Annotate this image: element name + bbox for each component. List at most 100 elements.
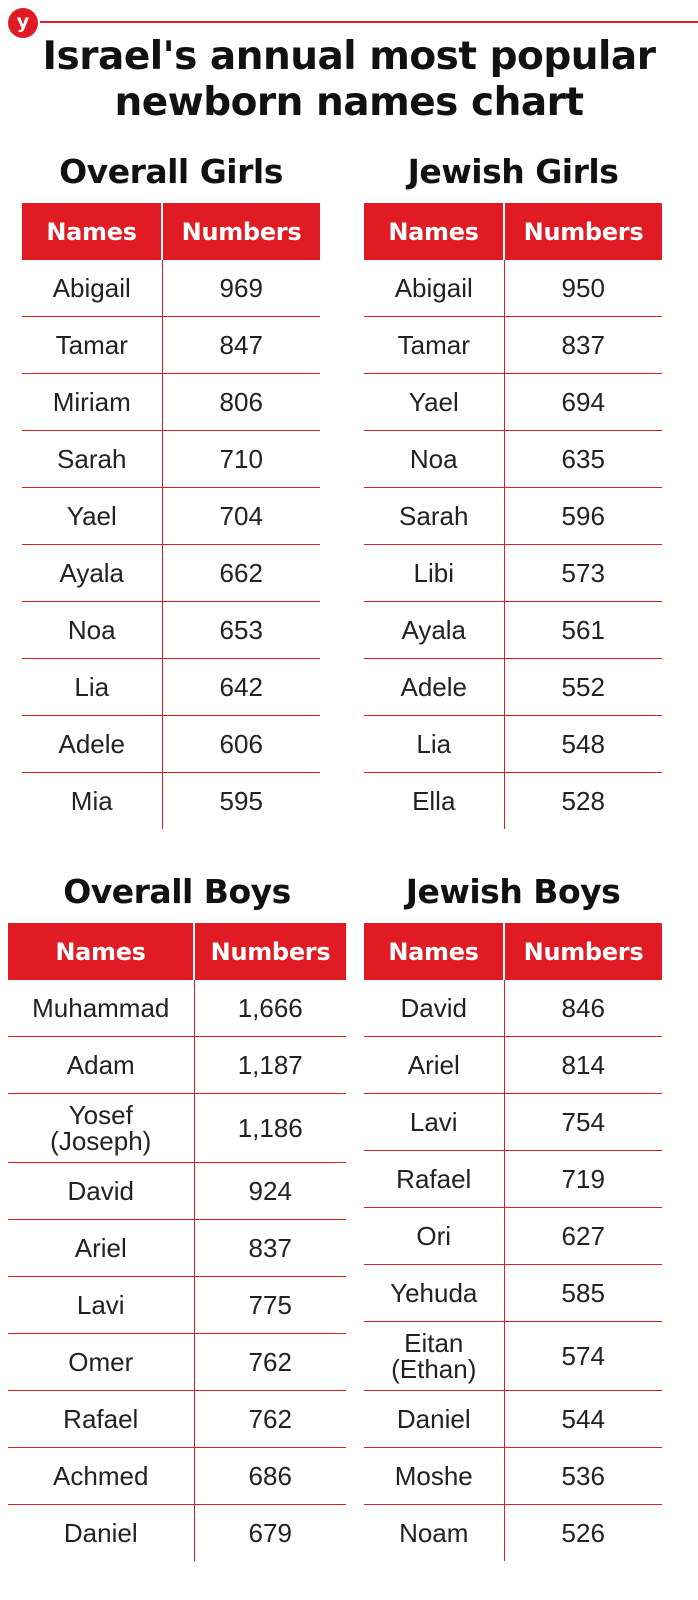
name-text-line-2: (Joseph) — [50, 1126, 152, 1156]
name-cell: David — [8, 1162, 194, 1220]
name-text: Lavi — [76, 1290, 125, 1320]
name-text: Ayala — [401, 615, 467, 645]
name-text: Miriam — [52, 387, 131, 417]
name-cell: Noa — [364, 430, 504, 488]
name-text: Abigail — [52, 273, 131, 303]
name-text: Ariel — [407, 1050, 460, 1080]
name-cell: Adele — [364, 658, 504, 716]
table-row: Yosef (Joseph) 1,186 — [8, 1093, 346, 1163]
number-cell: 969 — [161, 260, 320, 317]
table-row: David 924 — [8, 1162, 346, 1220]
table-row: Ayala 662 — [22, 544, 320, 602]
table-row: Adam 1,187 — [8, 1036, 346, 1094]
table-row: Achmed 686 — [8, 1447, 346, 1505]
name-cell: Muhammad — [8, 980, 194, 1037]
table-row: Noam 526 — [364, 1504, 662, 1562]
name-text: Rafael — [63, 1404, 139, 1434]
name-text: David — [400, 993, 467, 1023]
table-row: Eitan (Ethan) 574 — [364, 1321, 662, 1391]
name-cell: Eitan (Ethan) — [364, 1321, 504, 1391]
name-text: Rafael — [396, 1164, 472, 1194]
number-cell: 544 — [503, 1390, 662, 1448]
number-cell: 635 — [503, 430, 662, 488]
name-cell: Ayala — [364, 601, 504, 659]
table-row: Adele 552 — [364, 658, 662, 716]
name-cell: Lavi — [364, 1093, 504, 1151]
name-cell: Tamar — [364, 316, 504, 374]
number-cell: 694 — [503, 373, 662, 431]
name-cell: Adele — [22, 715, 162, 773]
name-text: Yael — [66, 501, 117, 531]
name-cell: Ayala — [22, 544, 162, 602]
name-cell: Libi — [364, 544, 504, 602]
number-cell: 754 — [503, 1093, 662, 1151]
table-header-row: Names Numbers — [364, 923, 662, 980]
table-row: Yael 694 — [364, 373, 662, 431]
number-cell: 596 — [503, 487, 662, 545]
table-row: Lia 548 — [364, 715, 662, 773]
numbers-column-header: Numbers — [193, 923, 346, 980]
number-cell: 704 — [161, 487, 320, 545]
table-row: Abigail 969 — [22, 260, 320, 317]
table-row: Noa 635 — [364, 430, 662, 488]
number-cell: 950 — [503, 260, 662, 317]
name-text: Eitan — [404, 1328, 464, 1358]
name-text: Yehuda — [390, 1278, 478, 1308]
name-text: Noa — [67, 615, 116, 645]
name-cell: Rafael — [8, 1390, 194, 1448]
page-title-line-1: Israel's annual most popular — [42, 34, 656, 79]
table-row: Yehuda 585 — [364, 1264, 662, 1322]
number-cell: 526 — [503, 1504, 662, 1561]
table-row: Daniel 544 — [364, 1390, 662, 1448]
name-cell: Noa — [22, 601, 162, 659]
table-row: Ayala 561 — [364, 601, 662, 659]
ynet-logo: y — [8, 8, 38, 38]
name-cell: Daniel — [364, 1390, 504, 1448]
table-row: Ariel 837 — [8, 1219, 346, 1277]
name-text: Libi — [413, 558, 454, 588]
name-cell: Omer — [8, 1333, 194, 1391]
jewish-boys-title: Jewish Boys — [405, 872, 621, 911]
name-cell: Ori — [364, 1207, 504, 1265]
table-row: Noa 653 — [22, 601, 320, 659]
table-row: Sarah 596 — [364, 487, 662, 545]
names-column-header: Names — [364, 203, 504, 260]
name-cell: Yael — [22, 487, 162, 545]
name-text: Ella — [412, 786, 456, 816]
table-header-row: Names Numbers — [364, 203, 662, 260]
name-cell: Moshe — [364, 1447, 504, 1505]
number-cell: 686 — [193, 1447, 346, 1505]
name-cell: Ella — [364, 773, 504, 830]
number-cell: 653 — [161, 601, 320, 659]
names-column-header: Names — [22, 203, 162, 260]
name-text: Yael — [408, 387, 459, 417]
name-text: Noa — [409, 444, 458, 474]
name-text: Moshe — [394, 1461, 473, 1491]
name-cell: Yosef (Joseph) — [8, 1093, 194, 1163]
name-text: David — [67, 1176, 134, 1206]
name-text: Mia — [70, 786, 113, 816]
number-cell: 561 — [503, 601, 662, 659]
number-cell: 924 — [193, 1162, 346, 1220]
table-row: Lavi 754 — [364, 1093, 662, 1151]
numbers-column-header: Numbers — [161, 203, 320, 260]
name-text: Noam — [399, 1518, 469, 1548]
top-bar: y — [0, 0, 698, 50]
name-text: Ariel — [74, 1233, 127, 1263]
names-column-header: Names — [8, 923, 194, 980]
overall-boys-title: Overall Boys — [63, 872, 291, 911]
numbers-column-header: Numbers — [503, 923, 662, 980]
name-text: Tamar — [55, 330, 128, 360]
name-text: Yosef — [68, 1100, 133, 1130]
number-cell: 837 — [193, 1219, 346, 1277]
name-text: Omer — [68, 1347, 134, 1377]
name-text: Adam — [66, 1050, 135, 1080]
number-cell: 762 — [193, 1390, 346, 1448]
overall-boys-table: Names Numbers Muhammad 1,666 Adam 1,187 Yose… — [8, 923, 346, 1561]
name-text-line-2: (Ethan) — [391, 1354, 477, 1384]
number-cell: 846 — [503, 980, 662, 1037]
table-row: Daniel 679 — [8, 1504, 346, 1561]
number-cell: 552 — [503, 658, 662, 716]
name-cell: Yehuda — [364, 1264, 504, 1322]
name-cell: Noam — [364, 1505, 504, 1562]
